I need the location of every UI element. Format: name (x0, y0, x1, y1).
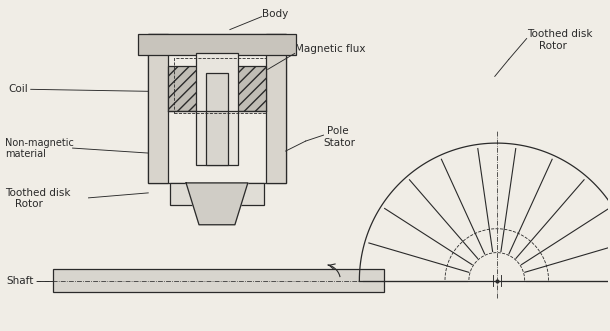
Text: Body: Body (262, 9, 288, 19)
Text: Stator: Stator (323, 138, 356, 148)
Bar (148, 33, 285, 183)
Bar (148, 33, 168, 183)
Text: Shaft: Shaft (7, 275, 34, 286)
Bar (266, 33, 285, 183)
Text: Magnetic flux: Magnetic flux (295, 44, 365, 55)
Bar (170, 183, 264, 205)
Text: Toothed disk: Toothed disk (5, 188, 70, 198)
Text: Coil: Coil (9, 84, 29, 94)
Bar (196, 54, 238, 165)
Bar (52, 268, 384, 293)
Text: Pole: Pole (328, 126, 349, 136)
Polygon shape (186, 183, 248, 225)
Bar (138, 33, 296, 56)
Text: Rotor: Rotor (15, 199, 43, 209)
Text: material: material (5, 149, 46, 159)
Bar (168, 67, 266, 111)
Text: Toothed disk: Toothed disk (526, 28, 592, 38)
Text: Rotor: Rotor (539, 40, 567, 51)
Bar (206, 73, 228, 165)
Text: Non-magnetic: Non-magnetic (5, 138, 74, 148)
Bar (174, 59, 266, 113)
